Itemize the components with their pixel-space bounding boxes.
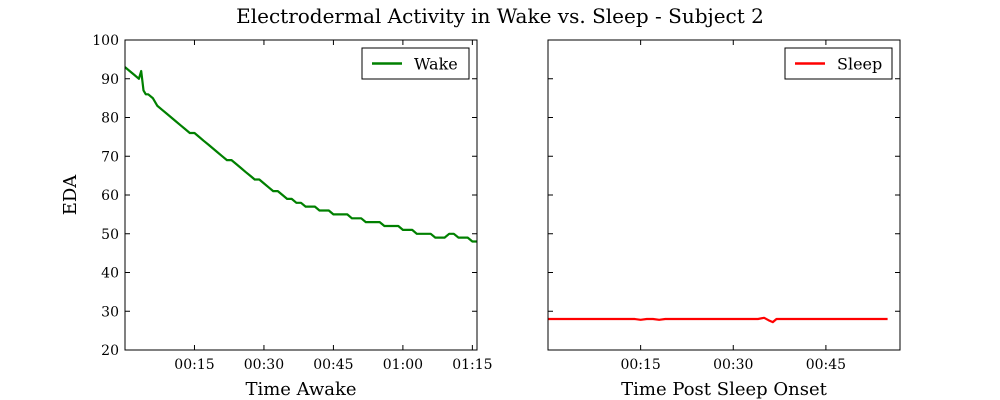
x-tick-label: 01:15 — [452, 357, 492, 373]
y-axis-label: EDA — [60, 174, 81, 216]
legend: Wake — [361, 47, 470, 80]
y-tick-label: 40 — [101, 266, 119, 282]
sleep-panel: 00:15 00:30 00:45 Time Post Sleep Onset Slee… — [547, 39, 901, 400]
plot-frame — [124, 39, 478, 351]
x-tick-label: 00:15 — [620, 357, 660, 373]
x-tick-label: 00:45 — [313, 357, 353, 373]
plot-frame — [547, 39, 901, 351]
x-axis-label: Time Awake — [245, 379, 356, 400]
x-tick-label: 00:30 — [244, 357, 284, 373]
x-tick-label: 00:15 — [174, 357, 214, 373]
chart-title: Electrodermal Activity in Wake vs. Sleep… — [236, 4, 764, 28]
series-line-wake — [124, 66, 477, 243]
legend-label: Sleep — [837, 55, 882, 74]
legend: Sleep — [784, 47, 893, 80]
y-tick-label: 30 — [101, 304, 119, 320]
y-tick-label: 90 — [101, 72, 119, 88]
x-tick-label: 01:00 — [383, 357, 423, 373]
y-tick-label: 60 — [101, 188, 119, 204]
y-tick-label: 100 — [92, 33, 119, 49]
y-tick-label: 20 — [101, 343, 119, 359]
y-tick-label: 70 — [101, 149, 119, 165]
y-tick-label: 50 — [101, 227, 119, 243]
x-axis-label: Time Post Sleep Onset — [621, 379, 827, 400]
x-tick-label: 00:30 — [713, 357, 753, 373]
x-tick-label: 00:45 — [806, 357, 846, 373]
series-line-sleep — [548, 316, 888, 324]
y-tick-label: 80 — [101, 111, 119, 127]
legend-label: Wake — [414, 55, 458, 74]
wake-panel: 20 30 40 50 60 70 80 90 100 00:15 00:30 00:45 01:00 0… — [92, 33, 492, 400]
